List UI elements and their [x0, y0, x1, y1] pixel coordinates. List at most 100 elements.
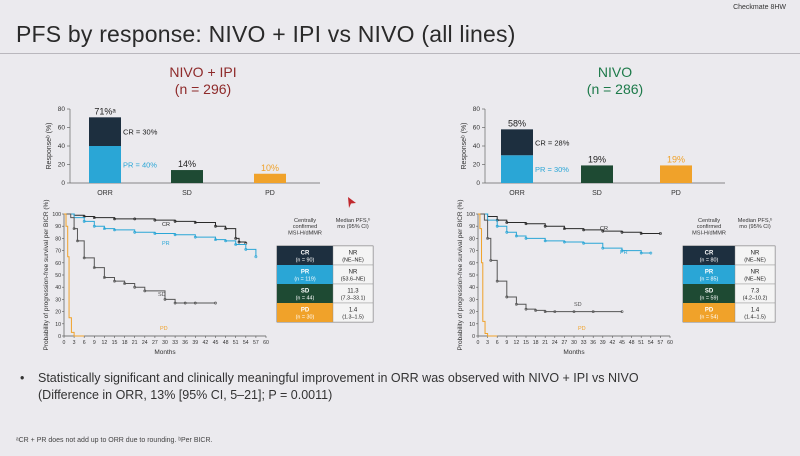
censor-mark [543, 224, 547, 228]
row-label: PR [301, 270, 310, 276]
km-curve-cr [478, 213, 661, 235]
y-axis-label: Probability of progression-free survival… [43, 200, 50, 351]
header-line: Centrally [294, 218, 316, 224]
x-category-label: SD [182, 190, 192, 197]
table-cell-pd [683, 303, 735, 322]
x-tick-label: 54 [648, 340, 654, 346]
censor-mark [153, 232, 157, 235]
censor-mark [92, 266, 96, 270]
row-median: NR [751, 251, 760, 257]
y-tick-label: 30 [469, 297, 475, 303]
censor-mark [582, 241, 586, 245]
y-tick-label: 50 [55, 273, 61, 279]
censor-mark [133, 285, 137, 289]
x-tick-label: 60 [263, 340, 269, 346]
row-label: PD [301, 308, 310, 314]
table-cell-pr [683, 265, 735, 284]
row-n: (n = 54) [700, 315, 719, 321]
x-tick-label: 18 [533, 340, 539, 346]
km-curve-cr [64, 213, 247, 244]
row-median: NR [349, 251, 358, 257]
x-tick-label: 6 [83, 340, 86, 346]
footnote: ᵃCR + PR does not add up to ORR due to r… [16, 437, 213, 444]
censor-mark [224, 239, 228, 243]
header-line: mo (95% CI) [739, 224, 771, 230]
row-ci: (7.3–33.1) [341, 296, 366, 302]
title-divider [0, 53, 800, 54]
bar-value-label: 10% [261, 163, 279, 173]
row-n: (n = 85) [700, 277, 719, 283]
brand-label: Checkmate 8HW [733, 4, 786, 11]
arm-title-nivo-ipi: NIVO + IPI (n = 296) [118, 64, 288, 98]
row-median: NR [751, 270, 760, 276]
y-axis-label: Probability of progression-free survival… [457, 200, 464, 351]
arm-name: NIVO [597, 64, 633, 80]
row-ci: (1.4–1.5) [744, 315, 766, 321]
censor-mark [649, 251, 653, 255]
censor-mark [524, 222, 528, 226]
y-tick-label: 0 [58, 334, 61, 340]
censor-mark [113, 228, 116, 232]
bar-orr-pr [89, 146, 121, 183]
x-tick-label: 57 [658, 340, 664, 346]
x-tick-label: 48 [629, 340, 635, 346]
bar-orr-cr [89, 117, 121, 146]
censor-mark [515, 234, 518, 238]
row-n: (n = 80) [700, 258, 719, 264]
table-value-cell [734, 302, 776, 323]
x-tick-label: 45 [619, 340, 625, 346]
pr-segment-label: PR = 40% [123, 161, 157, 170]
x-axis-label: Months [563, 349, 585, 356]
arm-title-nivo: NIVO (n = 286) [540, 64, 690, 98]
curve-label-pd: PD [160, 326, 168, 332]
censor-mark [237, 240, 241, 244]
censor-mark [163, 297, 167, 301]
table-cell-pd [277, 303, 333, 322]
censor-mark [76, 239, 79, 243]
censor-mark [563, 240, 566, 244]
table-header-median: Median PFS,ᵇ mo (95% CI) [336, 217, 370, 230]
key-finding-line-1: Statistically significant and clinically… [38, 371, 639, 385]
x-tick-label: 33 [581, 340, 587, 346]
row-ci: (4.2–10.2) [743, 296, 768, 302]
table-header-cohort: Centrally confirmed MSI-H/dMMR [692, 218, 726, 236]
curve-label-sd: SD [158, 292, 166, 298]
y-tick-label: 20 [55, 310, 61, 316]
km-curve-sd [64, 213, 216, 304]
x-tick-label: 12 [102, 340, 108, 346]
bar-orr-cr [501, 129, 533, 156]
censor-mark [254, 255, 258, 259]
bar-pd [254, 173, 286, 183]
curve-label-cr: CR [162, 222, 170, 228]
x-tick-label: 6 [496, 340, 499, 346]
km-curve-pd [478, 213, 498, 337]
row-median: 1.4 [349, 308, 358, 314]
y-tick-label: 80 [55, 236, 61, 242]
censor-mark [234, 236, 238, 240]
y-axis-label: Responseᵇ (%) [461, 123, 468, 170]
censor-mark [244, 247, 248, 251]
x-tick-label: 54 [243, 340, 249, 346]
response-bar-chart: 0 20 40 60 80 Responseᵇ (%) ORR CR = 30% PR = 40… [46, 106, 320, 197]
x-tick-label: 30 [162, 340, 168, 346]
x-tick-label: 33 [172, 340, 178, 346]
row-ci: (1.3–1.5) [342, 315, 364, 321]
row-n: (n = 44) [296, 296, 315, 302]
x-tick-label: 60 [667, 340, 673, 346]
arm-n: (n = 286) [586, 81, 644, 97]
censor-mark [103, 276, 106, 279]
header-line: Median PFS,ᵇ [336, 217, 370, 224]
censor-mark [495, 279, 499, 283]
censor-mark [582, 228, 586, 232]
pointer-icon [348, 197, 356, 208]
table-header-cohort: Centrally confirmed MSI-H/dMMR [288, 218, 322, 236]
censor-mark [173, 301, 177, 305]
header-line: Median PFS,ᵇ [738, 217, 772, 224]
y-tick-label: 60 [469, 261, 475, 267]
header-line: mo (95% CI) [337, 224, 369, 230]
x-tick-label: 15 [112, 340, 118, 346]
header-line: confirmed [697, 224, 722, 230]
table-cell-cr [683, 246, 735, 265]
row-label: CR [301, 251, 310, 257]
